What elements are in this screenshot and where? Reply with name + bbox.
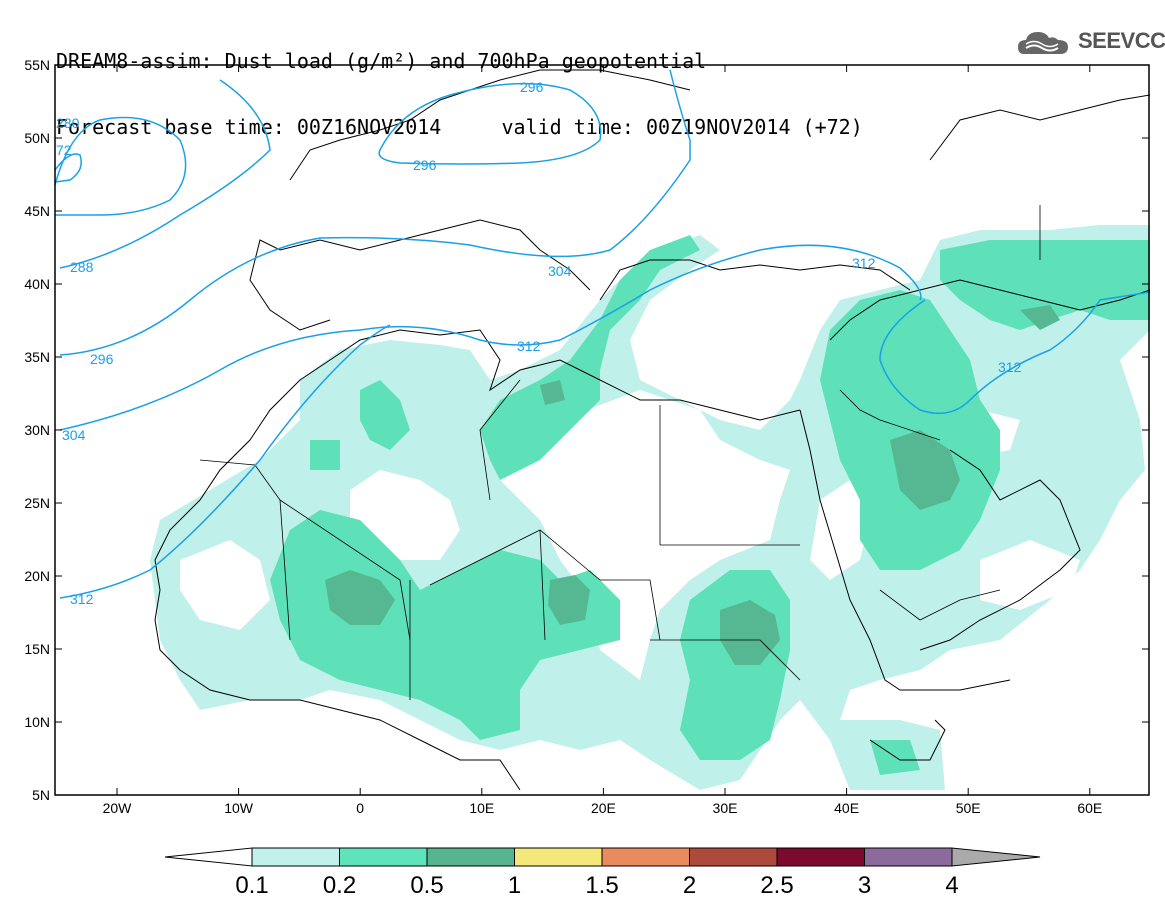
contour-label-extra: 312 <box>70 591 94 607</box>
seevccc-logo: SEEVCCC <box>1016 28 1165 58</box>
contour-label: 296 <box>413 157 437 173</box>
lon-label: 40E <box>834 800 859 816</box>
contour-label: 312 <box>517 338 541 354</box>
colorbar-label: 1 <box>508 872 521 899</box>
lon-label: 20W <box>103 800 133 816</box>
colorbar-box <box>251 847 340 867</box>
lon-label: 0 <box>356 800 364 816</box>
lat-label: 20N <box>24 568 50 584</box>
longitude-axis: 20W 10W 0 10E 20E 30E 40E 50E 60E <box>103 65 1102 816</box>
contour-label: 296 <box>90 351 114 367</box>
lat-label: 35N <box>24 349 50 365</box>
lat-label: 10N <box>24 714 50 730</box>
lat-label: 5N <box>32 787 50 803</box>
contour-label: 304 <box>62 427 86 443</box>
contour-label: 280 <box>56 115 80 131</box>
lat-label: 30N <box>24 422 50 438</box>
lon-label: 20E <box>591 800 616 816</box>
colorbar-label: 3 <box>858 872 871 899</box>
colorbar-over-arrow <box>951 847 1041 867</box>
colorbar-label: 4 <box>945 872 958 899</box>
contour-label: 72 <box>56 142 72 158</box>
lon-label: 10W <box>224 800 254 816</box>
colorbar-labels: 0.1 0.2 0.5 1 1.5 2 2.5 3 4 <box>235 872 958 899</box>
coastlines <box>154 69 1151 791</box>
colorbar-label: 0.1 <box>235 872 268 899</box>
contour-label: 312 <box>852 255 876 271</box>
lon-label: 50E <box>956 800 981 816</box>
colorbar-under-arrow <box>164 847 253 867</box>
colorbar-box <box>426 847 515 867</box>
contour-labels: 296 296 280 72 288 296 304 304 312 312 3… <box>56 79 1022 443</box>
geopotential-contours <box>54 69 1151 599</box>
contour-label: 304 <box>548 263 572 279</box>
colorbar-label: 1.5 <box>585 872 618 899</box>
colorbar-label: 2.5 <box>760 872 793 899</box>
colorbar: 0.1 0.2 0.5 1 1.5 2 2.5 3 4 <box>164 847 1041 899</box>
lon-label: 60E <box>1077 800 1102 816</box>
colorbar-box <box>514 847 603 867</box>
colorbar-box <box>689 847 778 867</box>
colorbar-label: 0.2 <box>323 872 356 899</box>
colorbar-label: 2 <box>683 872 696 899</box>
colorbar-box <box>864 847 953 867</box>
lon-label: 30E <box>713 800 738 816</box>
dust-layer-03 <box>325 305 1060 665</box>
latitude-axis: 55N 50N 45N 40N 35N 30N 25N 20N 15N 10N 5N <box>24 57 1149 803</box>
lat-label: 45N <box>24 203 50 219</box>
lat-label: 55N <box>24 57 50 73</box>
lon-label: 10E <box>469 800 494 816</box>
country-borders <box>199 205 1041 700</box>
lat-label: 50N <box>24 130 50 146</box>
cloud-logo-icon <box>1018 32 1068 54</box>
lat-label: 15N <box>24 641 50 657</box>
logo-text: SEEVCCC <box>1078 28 1165 53</box>
contour-label: 312 <box>70 591 94 607</box>
lat-label: 40N <box>24 276 50 292</box>
colorbar-box <box>339 847 428 867</box>
contour-label: 296 <box>520 79 544 95</box>
colorbar-box <box>776 847 865 867</box>
colorbar-boxes <box>251 847 953 867</box>
title-line-1: DREAM8-assim: Dust load (g/m²) and 700hP… <box>56 49 707 73</box>
colorbar-box <box>601 847 690 867</box>
contour-label: 312 <box>998 359 1022 375</box>
lat-label: 25N <box>24 495 50 511</box>
colorbar-label: 0.5 <box>410 872 443 899</box>
contour-label: 288 <box>70 259 94 275</box>
